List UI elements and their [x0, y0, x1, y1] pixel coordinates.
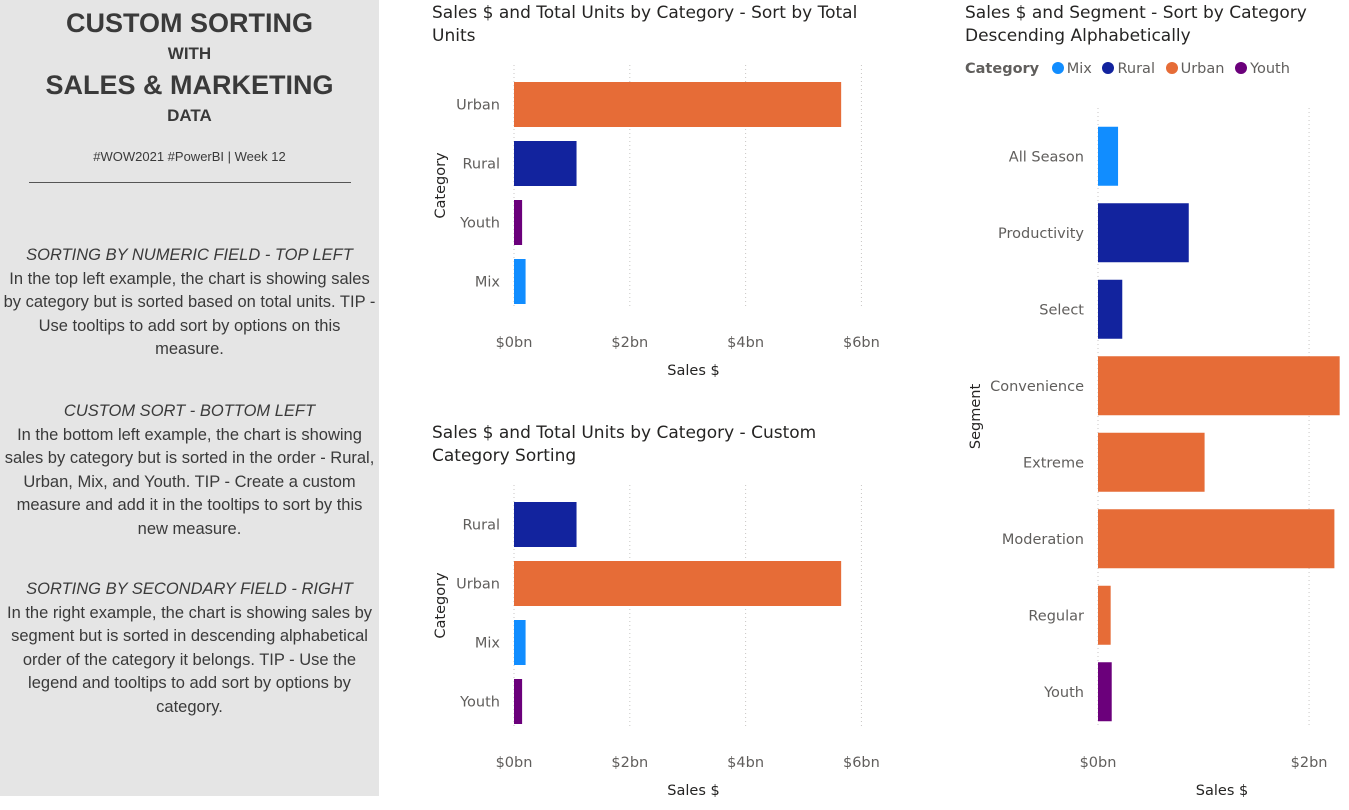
y-tick-label: Urban: [456, 98, 500, 114]
x-tick-label: $2bn: [611, 335, 648, 351]
x-tick-label: $0bn: [496, 755, 533, 771]
bar-regular[interactable]: [1098, 585, 1111, 645]
y-tick-label: Mix: [475, 636, 501, 652]
bar-urban[interactable]: [514, 82, 842, 127]
bar-rural[interactable]: [514, 141, 577, 186]
legend-label: Rural: [1117, 61, 1155, 77]
x-tick-label: $6bn: [843, 335, 880, 351]
y-tick-label: Youth: [459, 695, 500, 711]
legend-label: Urban: [1180, 61, 1225, 77]
legend-dot: [1165, 62, 1178, 74]
chart2-title: Sales $ and Total Units by Category - Cu…: [432, 423, 817, 466]
legend-title: Category: [965, 61, 1040, 77]
y-tick-label: Select: [1039, 302, 1084, 318]
y-tick-label: Mix: [475, 275, 501, 291]
y-tick-label: Productivity: [998, 226, 1084, 242]
title-line1: CUSTOM SORTING: [65, 8, 313, 38]
bar-convenience[interactable]: [1098, 356, 1340, 416]
bar-youth[interactable]: [1098, 662, 1112, 722]
chart-sort-by-units[interactable]: $0bn $2bn $4bn $6bn Urban Rural Youth Mix Sales …: [420, 60, 940, 390]
legend-dot: [1235, 62, 1248, 74]
bar-mix[interactable]: [514, 620, 526, 665]
legend-item-urban[interactable]: Urban: [1165, 61, 1225, 77]
legend-item-youth[interactable]: Youth: [1235, 61, 1290, 77]
section-heading: CUSTOM SORT - BOTTOM LEFT: [63, 402, 316, 420]
bar-all-season[interactable]: [1098, 126, 1119, 186]
x-tick-label: $2bn: [611, 755, 648, 771]
chart3-title: Sales $ and Segment - Sort by Category D…: [965, 3, 1307, 46]
chart1-title: Sales $ and Total Units by Category - So…: [432, 3, 858, 46]
legend-item-mix[interactable]: Mix: [1051, 61, 1092, 77]
title-line4: DATA: [167, 106, 212, 125]
y-tick-label: Rural: [463, 518, 501, 534]
legend-dot: [1102, 62, 1115, 74]
y-tick-label: All Season: [1009, 149, 1084, 165]
chart-sort-by-category[interactable]: $0bn $2bn All Season Productivity Select Conv…: [955, 86, 1349, 799]
legend-label: Youth: [1250, 61, 1290, 77]
bar-extreme[interactable]: [1098, 432, 1205, 492]
bar-youth[interactable]: [514, 200, 523, 245]
y-tick-label: Moderation: [1002, 532, 1084, 548]
y-tick-label: Rural: [463, 157, 501, 173]
chart3-legend[interactable]: Category Mix Rural Urban Youth: [965, 61, 1296, 77]
legend-dot: [1051, 62, 1064, 74]
x-tick-label: $4bn: [727, 755, 764, 771]
legend-label: Mix: [1066, 61, 1092, 77]
bar-productivity[interactable]: [1098, 203, 1189, 263]
section-body: In the bottom left example, the chart is…: [4, 425, 375, 538]
title-line3: SALES & MARKETING: [45, 70, 334, 100]
bar-urban[interactable]: [514, 561, 842, 606]
x-tick-label: $4bn: [727, 335, 764, 351]
y-axis-title: Category: [433, 572, 449, 639]
x-axis-title: Sales $: [667, 363, 719, 379]
section-body: In the top left example, the chart is sh…: [3, 269, 376, 359]
legend-item-rural[interactable]: Rural: [1102, 61, 1155, 77]
divider: [29, 182, 351, 183]
section-secondary: SORTING BY SECONDARY FIELD - RIGHT In th…: [2, 578, 377, 719]
sidebar-panel: CUSTOM SORTING WITH SALES & MARKETING DA…: [0, 0, 379, 796]
bar-moderation[interactable]: [1098, 509, 1335, 569]
section-body: In the right example, the chart is showi…: [6, 603, 373, 716]
x-tick-label: $6bn: [843, 755, 880, 771]
y-axis-title: Segment: [968, 384, 984, 450]
x-tick-label: $0bn: [1080, 755, 1117, 771]
chart-custom-sort[interactable]: $0bn $2bn $4bn $6bn Rural Urban Mix Youth Sales …: [420, 480, 940, 810]
y-tick-label: Regular: [1028, 608, 1084, 624]
bar-rural[interactable]: [514, 502, 577, 547]
y-axis-title: Category: [433, 152, 449, 219]
x-tick-label: $2bn: [1291, 755, 1328, 771]
bar-youth[interactable]: [514, 679, 523, 724]
y-tick-label: Urban: [456, 577, 500, 593]
section-custom: CUSTOM SORT - BOTTOM LEFT In the bottom …: [2, 400, 377, 541]
hashtags-text: #WOW2021 #PowerBI | Week 12: [93, 149, 286, 164]
x-tick-label: $0bn: [496, 335, 533, 351]
y-tick-label: Youth: [1043, 685, 1084, 701]
bar-mix[interactable]: [514, 259, 526, 304]
x-axis-title: Sales $: [1196, 783, 1248, 799]
bar-select[interactable]: [1098, 279, 1123, 339]
section-heading: SORTING BY NUMERIC FIELD - TOP LEFT: [26, 246, 353, 264]
y-tick-label: Youth: [459, 216, 500, 232]
title-line2: WITH: [167, 44, 212, 63]
x-axis-title: Sales $: [667, 783, 719, 799]
section-numeric: SORTING BY NUMERIC FIELD - TOP LEFT In t…: [2, 244, 377, 362]
y-tick-label: Extreme: [1023, 455, 1084, 471]
y-tick-label: Convenience: [990, 379, 1084, 395]
section-heading: SORTING BY SECONDARY FIELD - RIGHT: [26, 580, 353, 598]
